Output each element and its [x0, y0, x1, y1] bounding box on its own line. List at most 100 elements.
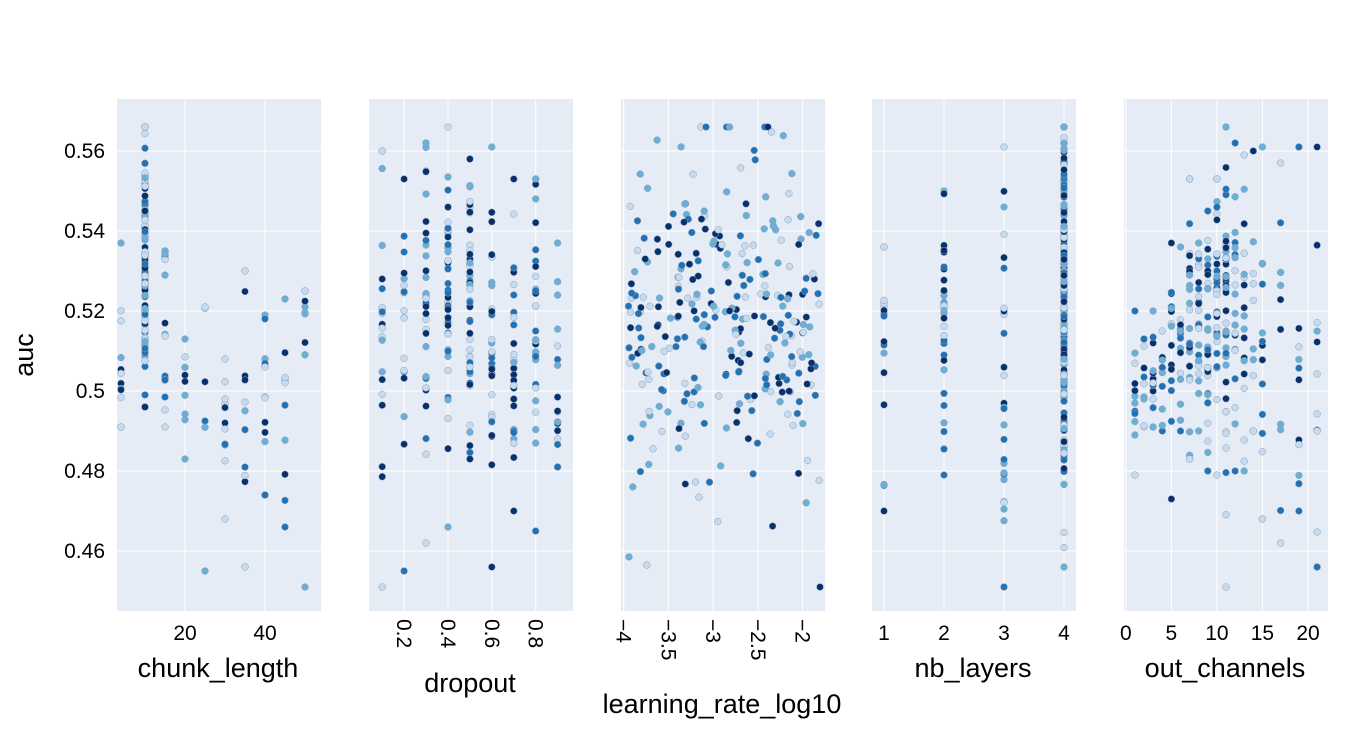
data-point — [1158, 405, 1166, 413]
data-point — [1140, 395, 1148, 403]
data-point — [654, 248, 662, 256]
data-point — [1258, 143, 1267, 151]
data-point — [1060, 255, 1068, 264]
data-point — [161, 271, 169, 279]
x-tick-label: 20 — [173, 622, 196, 645]
data-point — [378, 275, 386, 283]
data-point — [1185, 252, 1194, 260]
data-point — [466, 346, 474, 354]
data-point — [241, 267, 249, 275]
data-point — [422, 329, 430, 338]
x-tick-label: 3 — [998, 622, 1010, 645]
data-point — [1060, 543, 1068, 552]
data-point — [657, 385, 666, 394]
data-point — [753, 439, 762, 447]
data-point — [1213, 203, 1221, 211]
data-point — [1258, 380, 1267, 388]
data-point — [1149, 379, 1157, 387]
data-point — [141, 337, 149, 345]
data-point — [141, 174, 149, 182]
data-point — [1231, 420, 1239, 428]
data-point — [633, 246, 642, 255]
data-point — [553, 278, 562, 286]
data-point — [1000, 363, 1008, 371]
data-point — [1249, 345, 1257, 353]
data-point — [649, 445, 657, 453]
data-point — [221, 395, 229, 403]
data-point — [466, 208, 474, 216]
data-point — [1249, 356, 1257, 364]
x-tick-label: 5 — [1166, 622, 1178, 645]
data-point — [1140, 335, 1148, 343]
data-point — [658, 427, 666, 436]
data-point — [1060, 277, 1068, 286]
data-point — [940, 322, 948, 330]
points — [117, 123, 309, 591]
x-tick-label: 0.6 — [480, 619, 503, 648]
data-point — [680, 218, 688, 226]
data-point — [444, 203, 452, 211]
data-point — [743, 258, 751, 267]
data-point — [776, 398, 784, 406]
data-point — [1222, 444, 1230, 452]
data-point — [732, 330, 740, 339]
data-point — [1131, 349, 1139, 357]
data-point — [880, 349, 888, 357]
data-point — [635, 324, 643, 332]
plot-background — [872, 99, 1076, 611]
data-point — [1313, 427, 1321, 435]
data-point — [161, 406, 169, 414]
data-point — [488, 335, 496, 344]
data-point — [400, 412, 408, 421]
x-tick-label: −2 — [791, 619, 814, 643]
data-point — [510, 395, 518, 403]
data-point — [241, 478, 249, 486]
data-point — [1060, 222, 1068, 231]
data-point — [201, 567, 209, 575]
data-point — [510, 402, 518, 410]
data-point — [745, 350, 753, 358]
data-point — [1204, 284, 1212, 293]
data-point — [688, 300, 696, 308]
data-point — [718, 241, 726, 249]
data-point — [655, 294, 664, 302]
data-point — [1185, 271, 1194, 279]
data-point — [733, 407, 741, 415]
data-point — [761, 374, 770, 383]
data-point — [488, 461, 496, 469]
data-point — [1213, 175, 1221, 183]
data-point — [553, 239, 562, 247]
data-point — [643, 184, 652, 192]
data-point — [400, 314, 408, 322]
data-point — [750, 312, 759, 320]
data-point — [1204, 325, 1212, 333]
data-point — [378, 463, 386, 471]
data-point — [1195, 285, 1203, 293]
data-point — [444, 248, 452, 256]
data-point — [1231, 329, 1239, 337]
data-point — [1204, 245, 1212, 253]
data-point — [694, 257, 702, 265]
data-point — [117, 353, 125, 362]
data-point — [1149, 307, 1157, 315]
data-point — [1167, 377, 1176, 385]
x-tick-label: 0.8 — [524, 619, 547, 648]
data-point — [1185, 376, 1194, 384]
data-point — [1213, 260, 1221, 268]
data-point — [1276, 295, 1285, 304]
data-point — [1295, 324, 1303, 333]
data-point — [444, 289, 452, 297]
data-point — [1195, 427, 1203, 435]
data-point — [532, 425, 540, 434]
points — [378, 123, 562, 591]
data-point — [677, 143, 685, 151]
data-point — [688, 400, 696, 409]
data-point — [444, 330, 452, 338]
data-point — [422, 273, 430, 282]
data-point — [1249, 427, 1257, 435]
data-point — [141, 403, 149, 411]
data-point — [301, 338, 309, 347]
data-point — [510, 321, 518, 329]
data-point — [1295, 440, 1303, 449]
y-axis-title: auc — [9, 333, 39, 377]
